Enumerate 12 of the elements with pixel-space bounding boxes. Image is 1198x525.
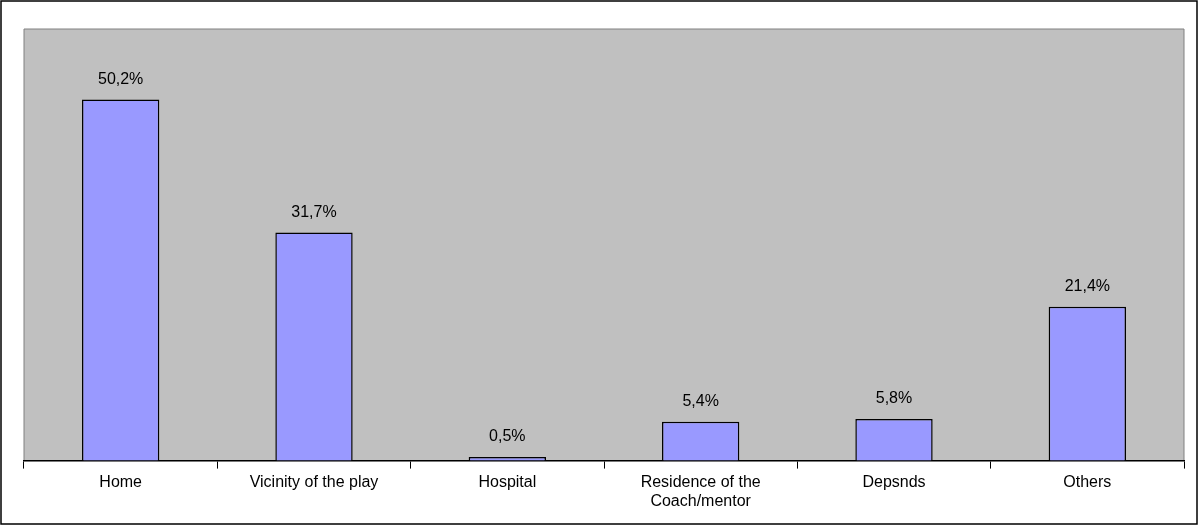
data-label: 31,7% xyxy=(291,202,337,220)
x-tick-label: Residence of the Coach/mentor xyxy=(640,472,761,509)
x-tick-label: Home xyxy=(99,472,143,490)
data-label: 5,8% xyxy=(875,389,913,407)
x-tick-label: Vicinity of the play xyxy=(249,472,379,490)
x-tick-label: Others xyxy=(1063,472,1112,490)
data-label: 50,2% xyxy=(97,69,144,87)
x-tick-label: Depsnds xyxy=(862,472,926,490)
data-label: 5,4% xyxy=(682,392,719,410)
x-tick-label: Hospital xyxy=(478,472,537,490)
data-label: 0,5% xyxy=(489,427,526,445)
data-label: 21,4% xyxy=(1064,277,1111,295)
